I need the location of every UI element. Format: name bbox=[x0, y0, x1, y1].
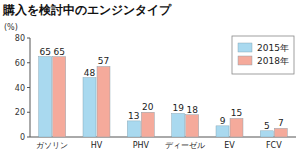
y-label: (%) bbox=[4, 23, 18, 32]
data-label: 18 bbox=[186, 105, 198, 115]
bar bbox=[216, 126, 229, 137]
y-tick-label: 0 bbox=[20, 133, 25, 142]
legend: 2015年 2018年 bbox=[232, 36, 294, 74]
y-tick-label: 20 bbox=[15, 108, 25, 117]
category-label: ディーゼル bbox=[165, 141, 205, 150]
bar bbox=[186, 115, 199, 137]
y-tick-label: 60 bbox=[15, 59, 25, 68]
bar bbox=[53, 57, 66, 137]
category-label: HV bbox=[91, 141, 103, 150]
data-label: 13 bbox=[128, 111, 139, 121]
y-axis bbox=[30, 38, 31, 137]
bar bbox=[141, 112, 154, 137]
data-labels: 656548571320191891557 bbox=[39, 47, 283, 131]
legend-box bbox=[232, 36, 294, 74]
data-label: 65 bbox=[53, 47, 64, 57]
data-label: 20 bbox=[142, 102, 154, 112]
data-label: 9 bbox=[220, 116, 226, 126]
legend-label: 2018年 bbox=[257, 56, 289, 66]
bar bbox=[172, 113, 185, 137]
bar bbox=[83, 78, 96, 137]
data-label: 5 bbox=[264, 121, 270, 131]
category-label: ガソリン bbox=[36, 141, 68, 150]
bar bbox=[274, 128, 287, 137]
y-tick-label: 80 bbox=[15, 34, 25, 43]
legend-swatch bbox=[238, 56, 252, 65]
y-tick-label: 40 bbox=[15, 84, 25, 93]
data-label: 15 bbox=[231, 108, 242, 118]
data-label: 48 bbox=[84, 68, 96, 78]
bar bbox=[127, 121, 140, 137]
data-label: 57 bbox=[98, 56, 109, 66]
bar bbox=[39, 57, 52, 137]
category-label: FCV bbox=[266, 141, 282, 150]
title: 購入を検討中のエンジンタイプ bbox=[2, 3, 172, 17]
chart: 購入を検討中のエンジンタイプ(%)02040608065654857132019… bbox=[0, 0, 300, 160]
data-label: 7 bbox=[278, 118, 284, 128]
legend-swatch bbox=[238, 43, 252, 52]
bar bbox=[230, 118, 243, 137]
x-axis bbox=[30, 137, 296, 138]
category-label: PHV bbox=[133, 141, 150, 150]
category-label: EV bbox=[224, 141, 235, 150]
bar bbox=[260, 131, 273, 137]
data-label: 19 bbox=[172, 103, 184, 113]
data-label: 65 bbox=[39, 47, 50, 57]
legend-label: 2015年 bbox=[257, 43, 289, 53]
bar bbox=[97, 66, 110, 137]
